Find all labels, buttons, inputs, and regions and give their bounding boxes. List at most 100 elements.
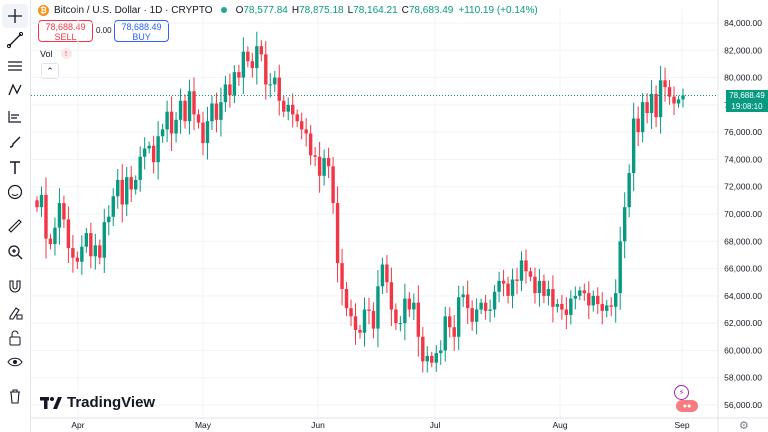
bar-countdown: 19:08:10 — [731, 102, 763, 111]
open-label: O — [235, 4, 244, 16]
eye-icon[interactable] — [2, 350, 28, 374]
candle-body — [326, 158, 331, 167]
candle-body — [439, 350, 443, 354]
candle-body — [591, 295, 595, 306]
candle-body — [335, 203, 340, 264]
tradingview-logo-icon — [40, 396, 62, 409]
emoji-icon[interactable] — [2, 180, 28, 204]
candle-body — [488, 309, 492, 311]
candle-body — [587, 293, 591, 306]
candle-body — [201, 122, 205, 144]
zoom-icon[interactable] — [2, 240, 28, 264]
candle-body — [80, 246, 84, 262]
x-tick-label: Jun — [311, 420, 325, 430]
candle-body — [71, 248, 75, 258]
ruler-icon[interactable] — [2, 214, 28, 238]
candle-body — [66, 219, 71, 249]
high-value: 78,875.18 — [299, 4, 344, 16]
x-tick-label: May — [195, 420, 212, 430]
trash-icon[interactable] — [2, 384, 28, 408]
y-tick-label: 62,000.00 — [724, 318, 762, 328]
y-tick-label: 68,000.00 — [724, 236, 762, 246]
candle-body — [264, 54, 268, 85]
candle-body — [681, 95, 685, 100]
candle-body — [367, 309, 371, 311]
candle-body — [232, 72, 237, 96]
candle-body — [421, 336, 425, 362]
settings-icon[interactable]: ⚙ — [739, 420, 749, 432]
candle-body — [569, 298, 573, 315]
collapse-legend-button[interactable]: ⌃ — [41, 63, 59, 79]
candle-body — [501, 280, 506, 284]
last-price-tag: 78,688.49 19:08:10 — [726, 90, 768, 112]
text-icon[interactable] — [2, 156, 28, 180]
candle-body — [237, 72, 241, 78]
candle-body — [533, 276, 537, 294]
fib-icon[interactable] — [2, 54, 28, 78]
x-tick-label: Apr — [71, 420, 84, 430]
candle-body — [282, 100, 286, 112]
candle-body — [573, 295, 578, 299]
x-tick-label: Aug — [552, 420, 567, 430]
candle-body — [268, 84, 272, 86]
candle-body — [403, 298, 407, 324]
price-chart[interactable]: 84,000.0082,000.0080,000.0078,000.0076,0… — [31, 0, 768, 432]
candle-body — [214, 103, 219, 120]
candle-body — [111, 196, 115, 217]
candle-body — [515, 279, 519, 281]
projection-icon[interactable] — [2, 104, 28, 128]
candle-body — [645, 102, 649, 114]
symbol-title[interactable]: Bitcoin / U.S. Dollar · 1D · CRYPTO — [54, 4, 213, 16]
candle-body — [456, 297, 461, 337]
candle-body — [169, 111, 174, 134]
lock-icon[interactable] — [2, 326, 28, 350]
event-flags-icon[interactable]: ●● — [676, 400, 698, 412]
candle-body — [57, 203, 62, 228]
y-tick-label: 70,000.00 — [724, 209, 762, 219]
event-lightning-icon[interactable]: ⚡ — [674, 385, 689, 400]
candle-body — [551, 289, 555, 307]
open-value: 78,577.84 — [243, 4, 288, 16]
candle-body — [120, 179, 124, 205]
candle-body — [470, 308, 474, 322]
candle-body — [246, 51, 250, 62]
buy-button[interactable]: 78,688.49 BUY — [114, 20, 169, 42]
candle-body — [75, 257, 80, 262]
candle-body — [479, 302, 483, 310]
candle-body — [600, 304, 604, 311]
candle-body — [250, 61, 255, 69]
magnet-icon[interactable] — [2, 274, 28, 298]
candle-body — [349, 308, 353, 317]
hidden-eye-icon[interactable]: ! — [60, 48, 72, 59]
trend-line-icon[interactable] — [2, 28, 28, 52]
y-tick-label: 80,000.00 — [724, 73, 762, 83]
lock-drawing-icon[interactable] — [2, 300, 28, 324]
candle-body — [506, 283, 510, 296]
candle-body — [667, 87, 672, 97]
pattern-icon[interactable] — [2, 78, 28, 102]
candle-body — [313, 155, 317, 157]
candle-body — [654, 93, 658, 118]
candle-body — [376, 286, 380, 329]
y-tick-label: 58,000.00 — [724, 373, 762, 383]
candle-body — [519, 260, 524, 281]
candle-body — [255, 46, 259, 69]
candle-body — [228, 84, 232, 96]
candle-body — [492, 291, 497, 310]
candle-body — [537, 280, 542, 294]
candle-body — [371, 310, 376, 329]
candle-body — [640, 102, 645, 133]
sell-button[interactable]: 78,688.49 SELL — [38, 20, 93, 42]
candle-body — [93, 245, 98, 257]
candle-body — [322, 158, 326, 176]
crosshair-icon[interactable] — [2, 4, 28, 28]
candle-body — [582, 290, 587, 294]
candle-body — [340, 263, 344, 290]
buy-label: BUY — [132, 32, 151, 42]
volume-indicator[interactable]: Vol ! — [40, 48, 72, 59]
candle-body — [147, 145, 151, 149]
candle-body — [676, 99, 681, 104]
candle-body — [443, 316, 447, 351]
brush-icon[interactable] — [2, 130, 28, 154]
